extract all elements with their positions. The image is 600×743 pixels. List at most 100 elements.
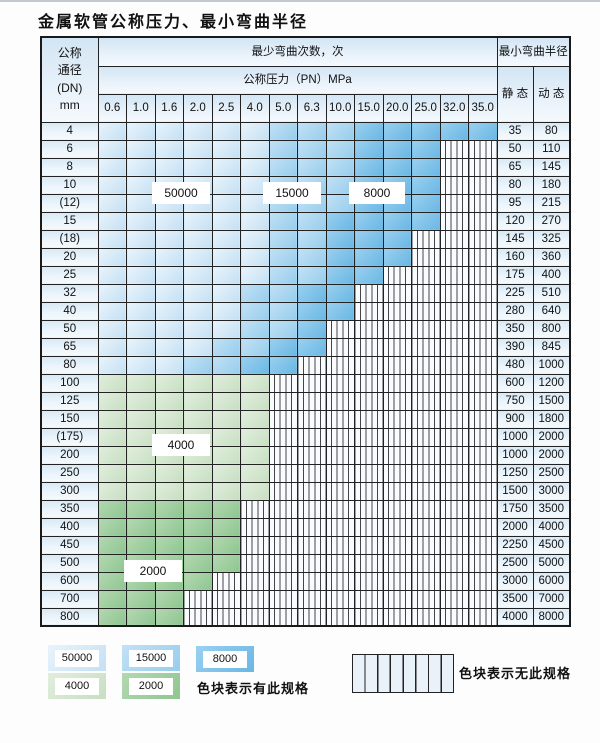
spec-cell-50000 — [211, 139, 241, 159]
spec-cell-15000 — [211, 337, 241, 357]
static-value: 1250 — [496, 463, 534, 483]
legend-swatch-label: 50000 — [55, 649, 99, 667]
pressure-col-0.6: 0.6 — [97, 93, 127, 123]
no-spec-cell — [468, 283, 498, 303]
no-spec-cell — [382, 481, 412, 501]
pressure-col-5.0: 5.0 — [268, 93, 298, 123]
no-spec-cell — [211, 607, 241, 627]
no-spec-cell — [468, 553, 498, 573]
spec-cell-4000 — [240, 427, 270, 447]
bend-cycles-header: 最少弯曲次数，次 — [97, 36, 498, 67]
static-value: 390 — [496, 337, 534, 357]
dn-cell: 500 — [40, 553, 99, 573]
pressure-col-20.0: 20.0 — [382, 93, 412, 123]
spec-cell-4000 — [240, 373, 270, 393]
spec-cell-50000 — [211, 301, 241, 321]
no-spec-cell — [411, 607, 441, 627]
spec-cell-8000 — [354, 157, 384, 177]
spec-cell-8000 — [354, 229, 384, 249]
spec-cell-2000 — [126, 535, 156, 555]
pressure-col-2.5: 2.5 — [211, 93, 241, 123]
spec-cell-50000 — [97, 175, 127, 195]
spec-cell-15000 — [297, 211, 327, 231]
table-row: 600 3000 6000 — [40, 571, 571, 591]
spec-cell-2000 — [126, 499, 156, 519]
no-spec-cell — [354, 373, 384, 393]
spec-cell-8000 — [297, 283, 327, 303]
no-spec-cell — [354, 355, 384, 375]
dynamic-value: 1200 — [532, 373, 571, 393]
spec-cell-50000 — [126, 157, 156, 177]
spec-cell-50000 — [126, 283, 156, 303]
table-row: 150 900 1800 — [40, 409, 571, 429]
legend-swatch-4000: 4000 — [48, 673, 106, 699]
legend-swatch-label: 4000 — [55, 677, 99, 695]
no-spec-cell — [325, 517, 355, 537]
spec-cell-2000 — [183, 553, 213, 573]
spec-cell-2000 — [97, 499, 127, 519]
dynamic-value: 4000 — [532, 517, 571, 537]
spec-cell-4000 — [97, 391, 127, 411]
spec-cell-4000 — [126, 409, 156, 429]
spec-cell-50000 — [97, 229, 127, 249]
spec-cell-8000 — [411, 211, 441, 231]
spec-cell-15000 — [268, 265, 298, 285]
spec-cell-50000 — [154, 229, 184, 249]
pressure-col-25.0: 25.0 — [411, 93, 441, 123]
no-spec-cell — [297, 463, 327, 483]
no-spec-cell — [354, 427, 384, 447]
spec-cell-50000 — [97, 211, 127, 231]
static-value: 1000 — [496, 427, 534, 447]
static-value: 35 — [496, 121, 534, 141]
no-spec-cell — [382, 319, 412, 339]
static-value: 175 — [496, 265, 534, 285]
spec-cell-50000 — [183, 247, 213, 267]
no-spec-cell — [468, 337, 498, 357]
bend-radius-header: 最小弯曲半径 — [496, 36, 571, 67]
no-spec-cell — [382, 607, 412, 627]
spec-cell-50000 — [211, 121, 241, 141]
spec-cell-4000 — [154, 463, 184, 483]
no-spec-cell — [325, 571, 355, 591]
no-spec-cell — [297, 445, 327, 465]
dynamic-value: 145 — [532, 157, 571, 177]
no-spec-cell — [325, 337, 355, 357]
pressure-col-1.6: 1.6 — [154, 93, 184, 123]
no-spec-cell — [468, 535, 498, 555]
no-spec-cell — [240, 517, 270, 537]
spec-cell-15000 — [268, 139, 298, 159]
spec-cell-50000 — [211, 283, 241, 303]
dn-cell: 80 — [40, 355, 99, 375]
spec-cell-4000 — [211, 427, 241, 447]
table-row: 450 2250 4500 — [40, 535, 571, 555]
no-spec-cell — [382, 535, 412, 555]
no-spec-cell — [439, 175, 469, 195]
no-spec-cell — [268, 409, 298, 429]
spec-table: 公称 通径 (DN) mm 最少弯曲次数，次 最小弯曲半径 公称压力（PN）MPa 静… — [40, 36, 571, 627]
no-spec-cell — [183, 589, 213, 609]
pressure-col-2.0: 2.0 — [183, 93, 213, 123]
no-spec-cell — [439, 499, 469, 519]
spec-cell-8000 — [354, 211, 384, 231]
no-spec-cell — [354, 409, 384, 429]
spec-cell-8000 — [382, 139, 412, 159]
spec-cell-2000 — [97, 553, 127, 573]
no-spec-cell — [382, 499, 412, 519]
spec-cell-15000 — [268, 247, 298, 267]
spec-cell-8000 — [325, 283, 355, 303]
no-spec-cell — [325, 481, 355, 501]
no-spec-cell — [468, 391, 498, 411]
no-spec-cell — [439, 553, 469, 573]
spec-cell-50000 — [97, 193, 127, 213]
dynamic-value: 1000 — [532, 355, 571, 375]
spec-cell-2000 — [97, 517, 127, 537]
pressure-col-10.0: 10.0 — [325, 93, 355, 123]
dn-cell: (12) — [40, 193, 99, 213]
spec-cell-8000 — [354, 265, 384, 285]
no-spec-cell — [468, 301, 498, 321]
no-spec-cell — [439, 535, 469, 555]
no-spec-cell — [240, 589, 270, 609]
no-spec-cell — [354, 319, 384, 339]
spec-cell-4000 — [183, 409, 213, 429]
spec-cell-4000 — [97, 445, 127, 465]
